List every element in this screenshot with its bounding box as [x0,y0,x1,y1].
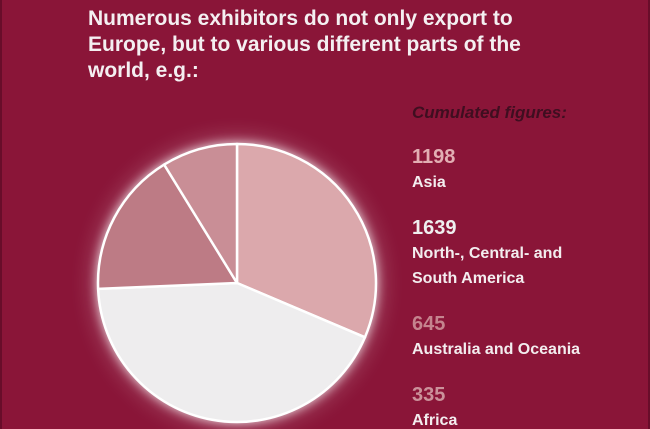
legend-label: Asia [412,174,446,191]
pie-chart-svg [96,142,378,424]
legend-value: 335 [412,384,446,406]
pie-slice-north-central-and-south-america [96,281,367,424]
legend-entry-asia: 1198 Asia [412,144,642,195]
legend-value: 1639 [412,217,457,239]
legend-entries: 1198 Asia 1639 North-, Central- and South A… [412,144,642,429]
legend: Cumulated figures: 1198 Asia 1639 North-, C… [412,102,642,429]
legend-value: 645 [412,313,446,335]
legend-label: Africa [412,412,458,429]
pie-slice-africa [162,142,239,285]
legend-value: 1198 [412,146,456,168]
legend-entry-australia-and-oceania: 645 Australia and Oceania [412,311,642,362]
pie-slice-asia [235,142,378,339]
left-edge-shade [0,0,2,429]
page-title: Numerous exhibitors do not only export t… [88,7,521,82]
right-edge-shade [648,0,650,429]
pie-chart [87,133,387,429]
legend-label: Australia and Oceania [412,341,581,358]
legend-label: North-, Central- and South America [412,245,563,287]
legend-entry-africa: 335 Africa [412,382,642,429]
legend-entry-north-central-and-south-america: 1639 North-, Central- and South America [412,215,642,291]
legend-heading: Cumulated figures: [412,103,567,122]
pie-slice-australia-and-oceania [96,163,239,291]
